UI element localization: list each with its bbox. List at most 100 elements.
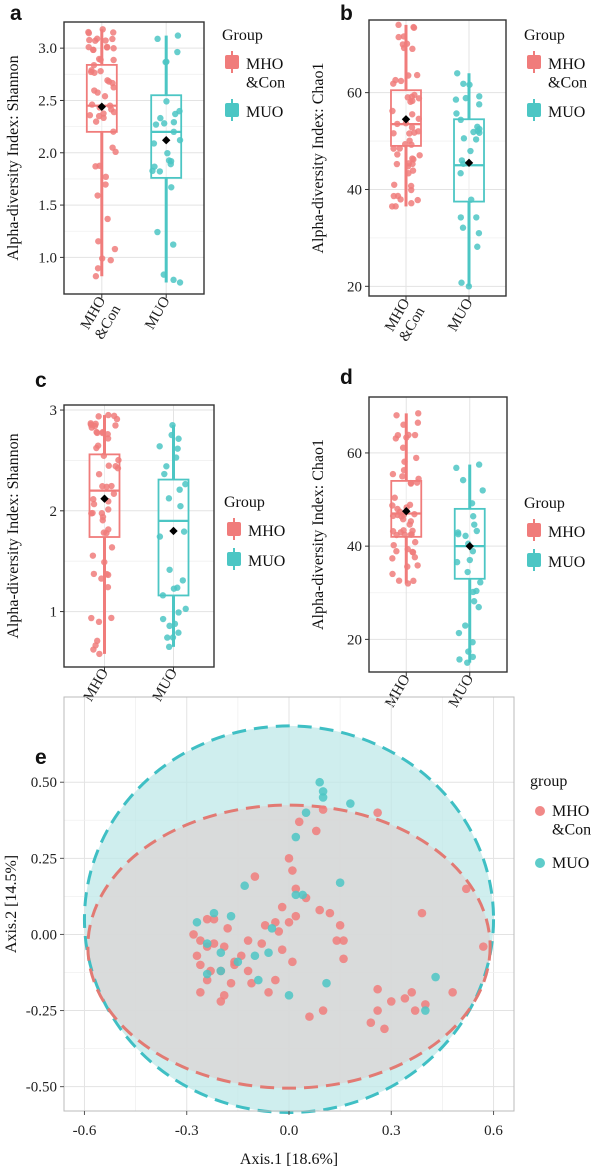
data-point [166,566,173,573]
panel-a: a 1.0 1.5 2.0 2.5 3.0 MHO&Con MUO Alpha-diversit… [5,2,285,342]
box-group1 [388,21,423,210]
data-point [411,431,419,439]
data-point [102,173,110,181]
data-point [457,170,464,177]
data-point [399,444,407,451]
data-point [453,558,461,566]
legend-label: MUO [248,553,285,570]
data-point [394,120,401,128]
data-point [176,279,184,286]
data-point [457,214,465,221]
legend-label: MHO &Con [246,56,285,91]
data-point [294,817,304,827]
data-point [399,473,406,480]
plot-frame [368,396,508,673]
data-point [400,44,408,52]
data-point [99,26,106,33]
data-point [462,622,469,629]
panel-letter: e [35,746,47,769]
data-point [250,872,260,881]
data-point [416,152,423,159]
data-point [325,908,335,918]
data-point [94,442,102,449]
data-point [95,112,103,120]
data-point [414,419,422,426]
data-point [415,115,422,122]
data-point [152,121,160,128]
ytick-label: 60 [347,446,362,462]
y-axis-title: Alpha-diversity Index: Shannon [5,55,22,260]
xtick-label: MUO [445,296,476,334]
data-point [165,157,173,164]
xtick-label: 0.3 [382,1123,401,1139]
box-iqr [157,478,190,597]
data-point [94,192,101,199]
data-point [112,148,119,156]
data-point [291,890,301,900]
ytick-label: 60 [347,86,362,102]
data-point [110,29,117,36]
data-point [169,634,177,641]
data-point [401,141,409,148]
mean-marker [162,136,171,145]
data-point [479,487,486,494]
plot-frame [63,404,215,668]
legend: Group MHO MUO [524,495,585,571]
data-point [411,510,418,518]
data-point [216,997,226,1006]
data-point [373,1006,382,1015]
data-point [475,461,483,468]
data-point [93,35,101,42]
box-iqr [85,63,118,133]
data-point [250,951,260,961]
data-point [469,547,477,555]
series-muo [192,777,440,1015]
ytick-label: 0.00 [31,927,57,943]
data-point [95,618,103,626]
data-point [156,533,164,540]
xtick-label: MUO [150,666,181,704]
data-point [417,908,427,918]
data-point [154,35,161,43]
data-point [109,79,116,87]
data-point [90,570,98,578]
legend-label: MHO &Con [552,803,591,838]
y-axis-title: Alpha-diversity Index: Chao1 [310,62,327,253]
legend-title: Group [224,494,265,511]
data-point [469,638,476,646]
ytick-label: 3.0 [38,41,57,57]
data-point [395,577,403,584]
ytick-label: 0.50 [31,775,57,791]
ytick-label: 20 [347,632,362,648]
data-point [159,615,167,623]
data-point [467,147,474,155]
panel-d: d 20 40 60 MHO MUO Alpha-diversity Index: Chao… [310,366,585,710]
data-point [460,135,468,142]
data-point [391,494,398,501]
y-axis-title: Alpha-diversity Index: Chao1 [310,439,327,630]
data-point [92,642,99,649]
data-point [284,991,294,1000]
data-point [401,531,408,538]
data-point [164,149,171,157]
data-point [94,265,102,272]
data-point [105,411,112,419]
data-point [415,128,422,135]
ellipse-mho-fill [87,805,491,1089]
data-point [233,957,243,967]
data-point [400,33,408,40]
data-point [335,921,345,930]
data-point [277,945,287,954]
data-point [170,276,177,284]
data-point [104,435,112,442]
data-point [180,528,188,535]
data-point [464,568,471,576]
data-point [97,56,104,63]
data-point [86,36,93,44]
data-point [394,431,402,439]
data-point [405,160,413,167]
data-point [390,192,398,200]
data-point [170,118,178,126]
data-point [373,984,382,994]
box-group1 [85,26,119,280]
